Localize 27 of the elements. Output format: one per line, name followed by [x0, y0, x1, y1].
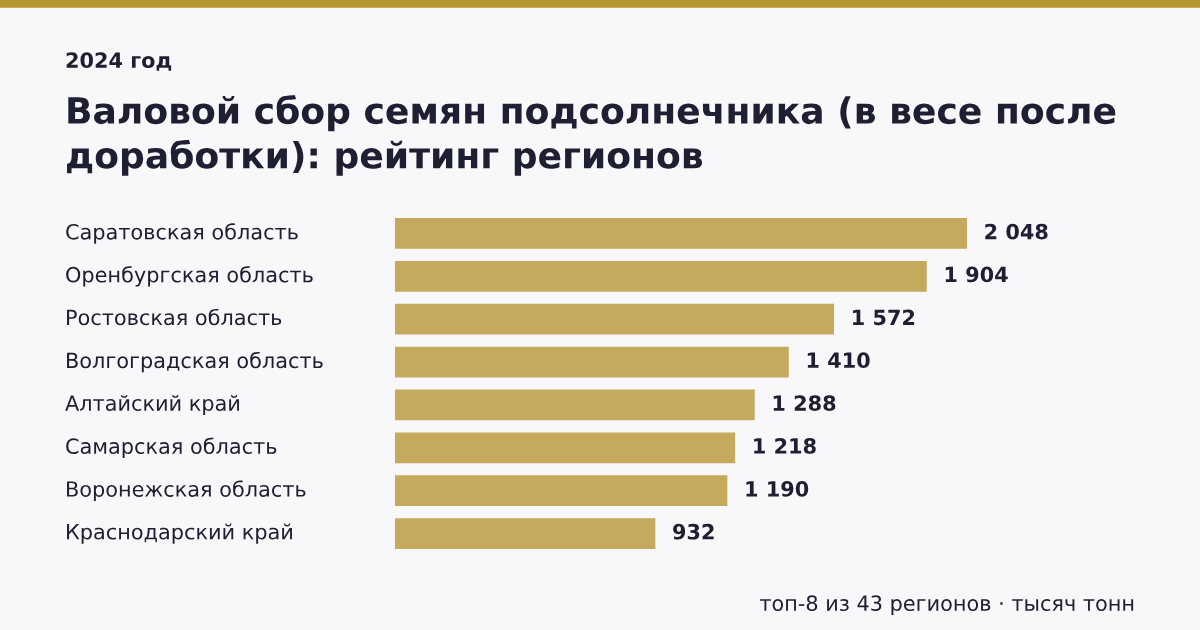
bar: [395, 432, 736, 464]
bar: [395, 518, 656, 549]
y-tick-label: Краснодарский край: [67, 523, 292, 544]
y-tick-label: Ростовская область: [67, 308, 282, 326]
text: топ-8 из 43 регионов · тысяч тонн: [759, 595, 1134, 616]
y-tick-label: Оренбургская область: [66, 266, 313, 287]
data-label: 2 048: [985, 223, 1048, 240]
data-label: 932: [673, 523, 714, 540]
chart-title: Валовой сбор семян подсолнечника (в весе после доработки): рейтинг регионов: [67, 95, 1116, 176]
y-tick-label: Саратовская область: [66, 223, 298, 244]
bar: [395, 389, 755, 421]
bar: [395, 218, 967, 249]
data-label: 1 572: [853, 309, 915, 326]
y-tick-label: Волгоградская область: [67, 351, 323, 373]
data-label: 1 410: [807, 352, 870, 369]
y-tick-label: Алтайский край: [65, 394, 239, 416]
data-label: 1 190: [746, 480, 809, 497]
data-label: 1 904: [945, 266, 1008, 283]
data-label: 1 288: [773, 395, 836, 411]
bar: [395, 260, 927, 292]
text: 2024 год: [66, 52, 172, 71]
y-tick-label: Самарская область: [66, 437, 277, 459]
bar: [395, 303, 835, 335]
bar: [395, 475, 728, 507]
y-tick-label: Воронежская область: [67, 480, 306, 501]
data-label: 1 218: [754, 438, 816, 454]
bar: [395, 346, 789, 378]
